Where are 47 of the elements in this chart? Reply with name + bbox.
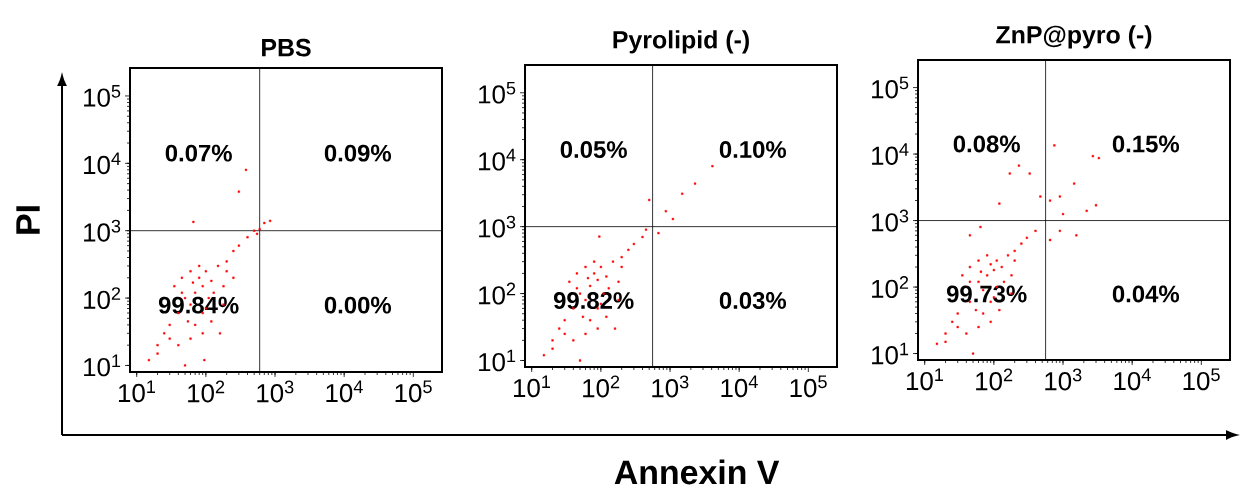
y-tick-label: 10$^{1}$ xyxy=(872,342,909,365)
annotation: 0.04% xyxy=(1112,285,1180,303)
y-tick-label: 10$^{5}$ xyxy=(84,85,121,107)
annotation: 99.73% xyxy=(946,285,1027,303)
x-tick-label: 10$^{1}$ xyxy=(906,368,944,391)
x-tick-label: 10$^{3}$ xyxy=(652,375,689,398)
y-tick-label: 10$^{4}$ xyxy=(84,152,121,175)
x-tick-label: 10$^{1}$ xyxy=(118,380,156,403)
x-tick-label: 10$^{4}$ xyxy=(721,375,758,398)
x-tick-label: 10$^{1}$ xyxy=(513,375,551,398)
x-tick-label: 10$^{5}$ xyxy=(395,380,432,403)
annotation: 0.10% xyxy=(719,141,787,159)
annotation: 99.84% xyxy=(158,296,239,314)
annotation: 0.07% xyxy=(165,144,232,162)
x-tick-label: 10$^{5}$ xyxy=(1183,368,1220,391)
x-tick-label: 10$^{4}$ xyxy=(326,380,363,403)
y-tick-label: 10$^{4}$ xyxy=(872,143,909,165)
annotation: 0.09% xyxy=(324,144,392,162)
y-tick-label: 10$^{5}$ xyxy=(479,81,516,104)
x-tick-label: 10$^{3}$ xyxy=(1045,368,1082,391)
y-tick-label: 10$^{5}$ xyxy=(872,76,909,99)
x-tick-label: 10$^{2}$ xyxy=(583,375,620,398)
x-tick-label: 10$^{2}$ xyxy=(976,368,1013,391)
y-tick-label: 10$^{3}$ xyxy=(84,219,121,242)
y-axis-title: PI xyxy=(16,206,40,234)
annotation: 0.03% xyxy=(719,292,787,310)
annotation: 0.00% xyxy=(324,296,392,314)
annotation: 0.08% xyxy=(953,135,1020,153)
chart-title: ZnP@pyro (-) xyxy=(996,25,1152,49)
annotation: 0.15% xyxy=(1112,135,1180,153)
y-tick-label: 10$^{2}$ xyxy=(872,276,909,298)
y-tick-label: 10$^{3}$ xyxy=(479,215,516,238)
x-tick-label: 10$^{4}$ xyxy=(1114,368,1151,391)
y-tick-label: 10$^{1}$ xyxy=(479,349,516,372)
annotation: 0.05% xyxy=(560,141,627,159)
annotation: 99.82% xyxy=(553,292,634,310)
x-axis-title: Annexin V xyxy=(614,459,780,485)
x-tick-label: 10$^{5}$ xyxy=(790,375,827,398)
y-tick-label: 10$^{3}$ xyxy=(872,209,909,232)
x-tick-label: 10$^{3}$ xyxy=(257,380,294,403)
x-tick-label: 10$^{2}$ xyxy=(188,380,225,403)
chart-title: Pyrolipid (-) xyxy=(613,30,749,54)
y-tick-label: 10$^{4}$ xyxy=(479,148,516,171)
chart-title: PBS xyxy=(262,38,311,57)
y-tick-label: 10$^{2}$ xyxy=(479,282,516,305)
y-tick-label: 10$^{2}$ xyxy=(84,287,121,310)
y-tick-label: 10$^{1}$ xyxy=(84,354,121,377)
